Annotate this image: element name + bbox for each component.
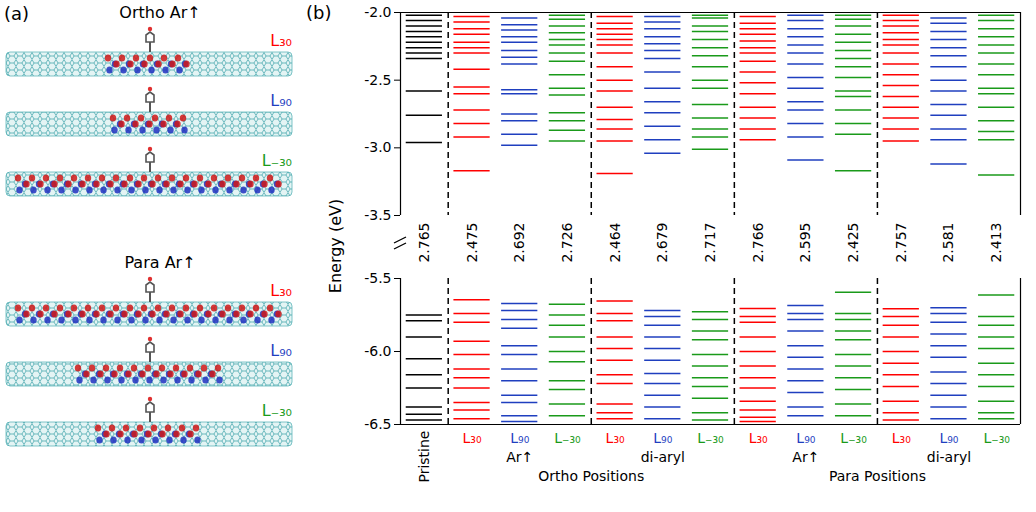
svg-text:-3.0: -3.0 <box>364 139 391 155</box>
html-text:Energy (eV): Energy (eV) <box>325 198 345 294</box>
svg-text:L₃₀: L₃₀ <box>606 430 625 446</box>
svg-text:Ortho Ar↑: Ortho Ar↑ <box>119 3 200 22</box>
svg-text:L₃₀: L₃₀ <box>749 430 768 446</box>
svg-text:Para Ar↑: Para Ar↑ <box>124 253 195 272</box>
svg-text:L₉₀: L₉₀ <box>270 91 292 110</box>
svg-text:L₋₃₀: L₋₃₀ <box>697 430 724 446</box>
svg-text:2.726: 2.726 <box>559 222 575 262</box>
svg-text:2.717: 2.717 <box>702 223 718 263</box>
svg-text:L₉₀: L₉₀ <box>510 430 529 446</box>
svg-text:L₉₀: L₉₀ <box>653 430 672 446</box>
svg-text:di-aryl: di-aryl <box>641 449 685 465</box>
svg-text:2.692: 2.692 <box>511 223 527 263</box>
svg-text:L₋₃₀: L₋₃₀ <box>554 430 581 446</box>
svg-text:L₃₀: L₃₀ <box>270 281 292 300</box>
svg-text:L₋₃₀: L₋₃₀ <box>262 151 292 170</box>
svg-text:-2.5: -2.5 <box>364 72 391 88</box>
svg-text:2.475: 2.475 <box>464 223 480 263</box>
svg-text:L₋₃₀: L₋₃₀ <box>262 401 292 420</box>
svg-text:L₃₀: L₃₀ <box>892 430 911 446</box>
svg-text:2.757: 2.757 <box>893 223 909 263</box>
svg-text:2.765: 2.765 <box>416 223 432 263</box>
svg-text:-2.0: -2.0 <box>364 4 391 20</box>
svg-text:2.581: 2.581 <box>940 223 956 263</box>
svg-text:-6.5: -6.5 <box>364 416 391 432</box>
svg-text:2.425: 2.425 <box>845 223 861 263</box>
svg-text:L₉₀: L₉₀ <box>939 430 958 446</box>
svg-text:2.413: 2.413 <box>988 223 1004 263</box>
svg-text:L₃₀: L₃₀ <box>463 430 482 446</box>
html-text:(b): (b) <box>306 2 332 23</box>
svg-text:L₋₃₀: L₋₃₀ <box>840 430 867 446</box>
svg-text:Pristine: Pristine <box>416 431 432 483</box>
svg-text:L₉₀: L₉₀ <box>796 430 815 446</box>
svg-text:-3.5: -3.5 <box>364 207 391 223</box>
svg-text:Ar↑: Ar↑ <box>792 449 819 465</box>
svg-text:L₋₃₀: L₋₃₀ <box>983 430 1010 446</box>
svg-text:Para Positions: Para Positions <box>829 468 926 484</box>
svg-text:di-aryl: di-aryl <box>927 449 971 465</box>
svg-text:L₉₀: L₉₀ <box>270 341 292 360</box>
svg-text:-6.0: -6.0 <box>364 343 391 359</box>
svg-text:(a): (a) <box>4 3 29 24</box>
svg-text:2.766: 2.766 <box>750 222 766 262</box>
svg-text:-5.5: -5.5 <box>364 270 391 286</box>
svg-text:Ortho Positions: Ortho Positions <box>538 468 644 484</box>
svg-text:2.464: 2.464 <box>607 222 623 262</box>
svg-text:L₃₀: L₃₀ <box>270 31 292 50</box>
svg-text:Ar↑: Ar↑ <box>506 449 533 465</box>
svg-text:2.595: 2.595 <box>797 223 813 263</box>
svg-text:2.679: 2.679 <box>654 223 670 263</box>
